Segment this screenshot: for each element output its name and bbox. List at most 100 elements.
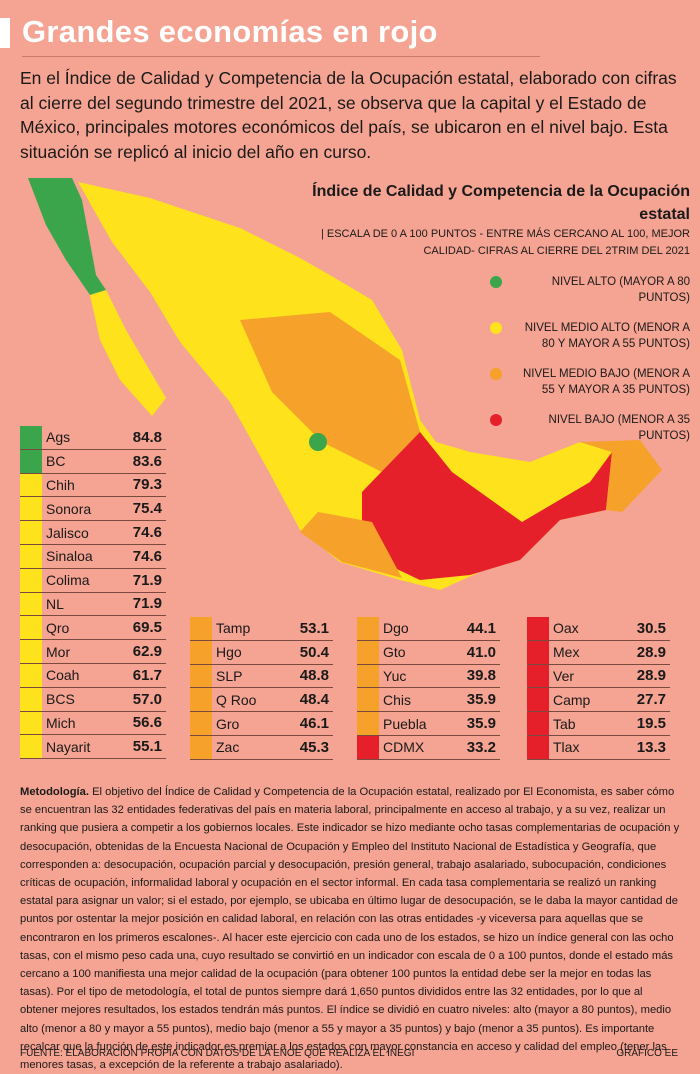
legend-item: NIVEL BAJO (MENOR A 35 PUNTOS): [285, 412, 690, 444]
legend-dot: [490, 414, 502, 426]
table-row: Tlax 13.3: [527, 736, 670, 760]
table-row: Gto 41.0: [357, 640, 500, 665]
state-name: Dgo: [383, 620, 409, 637]
state-value: 45.3: [299, 738, 329, 756]
state-value: 62.9: [132, 643, 162, 661]
state-name: Oax: [553, 620, 579, 637]
table-row: Gro 46.1: [190, 712, 333, 736]
table-row: Yuc 39.8: [357, 664, 500, 689]
state-name: Qro: [46, 619, 70, 636]
source: FUENTE: ELABORACIÓN PROPIA CON DATOS DE …: [20, 1048, 415, 1059]
legend-item: NIVEL MEDIO BAJO (MENOR A 55 Y MAYOR A 3…: [285, 366, 690, 398]
methodology: Metodología. El objetivo del Índice de C…: [20, 783, 682, 1074]
state-name: Gro: [216, 715, 240, 732]
intro: En el Índice de Calidad y Competencia de…: [20, 68, 677, 162]
legend-label: NIVEL ALTO (MAYOR A 80 PUNTOS): [551, 276, 690, 304]
state-name: Q Roo: [216, 691, 257, 708]
table-row: Ags 84.8: [20, 426, 166, 450]
title-rule: [22, 56, 540, 57]
table-row: NL 71.9: [20, 592, 166, 617]
state-name: CDMX: [383, 739, 425, 756]
legend: Índice de Calidad y Competencia de la Oc…: [285, 180, 690, 444]
legend-item: NIVEL MEDIO ALTO (MENOR A 80 Y MAYOR A 5…: [285, 320, 690, 352]
state-name: Colima: [46, 572, 90, 589]
table-row: Puebla 35.9: [357, 712, 500, 736]
table-row: BC 83.6: [20, 449, 166, 474]
state-value: 71.9: [132, 595, 162, 613]
level-swatch: [190, 617, 212, 640]
legend-label: NIVEL MEDIO BAJO (MENOR A 55 Y MAYOR A 3…: [523, 368, 690, 396]
table-row: Mex 28.9: [527, 640, 670, 665]
level-swatch: [20, 545, 42, 568]
level-swatch: [357, 640, 379, 664]
state-name: Hgo: [216, 644, 242, 661]
region-guerrero: [300, 512, 402, 578]
table-row: Chis 35.9: [357, 688, 500, 713]
region-bcs: [90, 290, 166, 416]
level-swatch: [20, 473, 42, 497]
state-value: 71.9: [132, 571, 162, 589]
state-name: SLP: [216, 667, 243, 684]
level-swatch: [527, 640, 549, 664]
level-swatch: [20, 711, 42, 735]
state-name: Coah: [46, 667, 80, 684]
state-name: Gto: [383, 644, 406, 661]
state-value: 55.1: [132, 738, 162, 756]
state-name: Tab: [553, 715, 576, 732]
table-row: Nayarit 55.1: [20, 735, 166, 760]
legend-dot: [490, 276, 502, 288]
state-value: 74.6: [132, 547, 162, 565]
table-row: CDMX 33.2: [357, 736, 500, 760]
level-swatch: [20, 735, 42, 759]
table-row: Oax 30.5: [527, 617, 670, 641]
state-value: 35.9: [466, 715, 496, 733]
region-yucatan: [580, 440, 662, 512]
state-name: Nayarit: [46, 738, 91, 755]
state-name: Sinaloa: [46, 548, 93, 565]
level-swatch: [357, 712, 379, 735]
legend-title: Índice de Calidad y Competencia de la Oc…: [312, 183, 690, 223]
level-swatch: [190, 688, 212, 712]
legend-subtitle: | ESCALA DE 0 A 100 PUNTOS - ENTRE MÁS C…: [320, 228, 690, 257]
state-name: Mor: [46, 643, 71, 660]
state-name: Camp: [553, 691, 591, 708]
table-row: Zac 45.3: [190, 736, 333, 760]
state-value: 39.8: [466, 667, 496, 685]
level-swatch: [190, 712, 212, 735]
state-value: 74.6: [132, 524, 162, 542]
legend-levels: NIVEL ALTO (MAYOR A 80 PUNTOS) NIVEL MEDI…: [285, 274, 690, 444]
level-swatch: [20, 640, 42, 663]
level-swatch: [190, 640, 212, 664]
level-swatch: [527, 736, 549, 759]
state-value: 84.8: [132, 428, 162, 446]
table-row: Tamp 53.1: [190, 617, 333, 641]
state-value: 44.1: [466, 619, 496, 637]
state-value: 46.1: [299, 715, 329, 733]
level-swatch: [190, 736, 212, 759]
table-row: Mor 62.9: [20, 640, 166, 664]
state-value: 28.9: [636, 643, 666, 661]
level-swatch: [20, 664, 42, 687]
level-swatch: [357, 664, 379, 688]
state-value: 33.2: [466, 738, 496, 756]
state-value: 19.5: [636, 715, 666, 733]
methodology-text: El objetivo del Índice de Calidad y Comp…: [20, 786, 680, 1072]
region-bc: [28, 178, 106, 295]
state-name: Chih: [46, 476, 75, 493]
title-bar: [0, 18, 10, 48]
state-value: 50.4: [299, 643, 329, 661]
level-swatch: [357, 736, 379, 759]
table-row: Sonora 75.4: [20, 497, 166, 522]
state-value: 75.4: [132, 500, 162, 518]
state-value: 48.8: [299, 667, 329, 685]
state-name: BC: [46, 453, 66, 470]
table-row: Tab 19.5: [527, 712, 670, 736]
state-value: 57.0: [132, 690, 162, 708]
table-row: Jalisco 74.6: [20, 521, 166, 545]
legend-label: NIVEL MEDIO ALTO (MENOR A 80 Y MAYOR A 5…: [524, 322, 690, 350]
level-swatch: [357, 688, 379, 712]
state-value: 83.6: [132, 452, 162, 470]
state-value: 79.3: [132, 476, 162, 494]
state-value: 48.4: [299, 691, 329, 709]
level-swatch: [20, 616, 42, 640]
